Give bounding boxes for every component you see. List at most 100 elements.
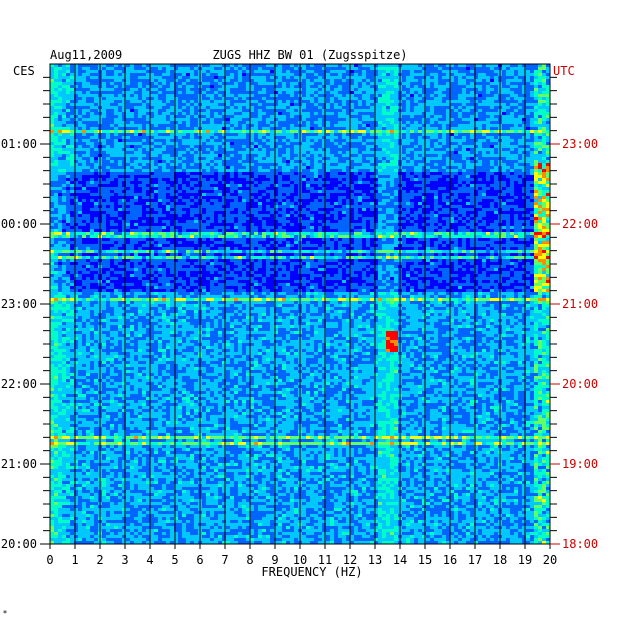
spectrogram-cell <box>510 70 515 74</box>
spectrogram-cell <box>250 157 255 161</box>
spectrogram-cell <box>334 115 339 119</box>
spectrogram-cell <box>410 181 415 185</box>
spectrogram-cell <box>430 70 435 74</box>
spectrogram-cell <box>310 160 315 164</box>
spectrogram-cell <box>254 166 259 170</box>
spectrogram-cell <box>58 100 63 104</box>
spectrogram-cell <box>170 163 175 167</box>
spectrogram-cell <box>382 178 387 182</box>
spectrogram-cell <box>122 130 127 134</box>
spectrogram-cell <box>178 64 183 68</box>
spectrogram-cell <box>134 124 139 128</box>
spectrogram-cell <box>502 181 507 185</box>
spectrogram-cell <box>122 88 127 92</box>
spectrogram-cell <box>190 103 195 107</box>
spectrogram-cell <box>378 139 383 143</box>
spectrogram-cell <box>506 172 511 176</box>
spectrogram-cell <box>394 94 399 98</box>
spectrogram-cell <box>130 145 135 149</box>
spectrogram-cell <box>242 76 247 80</box>
spectrogram-cell <box>406 94 411 98</box>
spectrogram-cell <box>262 175 267 179</box>
spectrogram-cell <box>290 166 295 170</box>
spectrogram-cell <box>58 106 63 110</box>
spectrogram-cell <box>282 127 287 131</box>
spectrogram-cell <box>350 100 355 104</box>
spectrogram-cell <box>366 88 371 92</box>
spectrogram-cell <box>362 76 367 80</box>
spectrogram-cell <box>402 64 407 68</box>
spectrogram-cell <box>494 100 499 104</box>
spectrogram-cell <box>154 82 159 86</box>
spectrogram-cell <box>282 148 287 152</box>
spectrogram-cell <box>118 136 123 140</box>
spectrogram-cell <box>426 79 431 83</box>
spectrogram-cell <box>94 154 99 158</box>
spectrogram-cell <box>206 160 211 164</box>
spectrogram-cell <box>238 97 243 101</box>
spectrogram-cell <box>458 64 463 68</box>
spectrogram-cell <box>142 88 147 92</box>
spectrogram-cell <box>474 100 479 104</box>
spectrogram-cell <box>306 94 311 98</box>
spectrogram-cell <box>182 97 187 101</box>
spectrogram-cell <box>522 100 527 104</box>
spectrogram-cell <box>94 127 99 131</box>
spectrogram-cell <box>222 121 227 125</box>
spectrogram-cell <box>342 82 347 86</box>
spectrogram-cell <box>522 106 527 110</box>
spectrogram-cell <box>266 85 271 89</box>
spectrogram-cell <box>374 112 379 116</box>
spectrogram-cell <box>370 118 375 122</box>
spectrogram-cell <box>274 91 279 95</box>
spectrogram-cell <box>306 64 311 68</box>
spectrogram-cell <box>182 127 187 131</box>
spectrogram-cell <box>190 136 195 140</box>
spectrogram-cell <box>306 175 311 179</box>
spectrogram-cell <box>226 106 231 110</box>
spectrogram-cell <box>50 112 55 116</box>
spectrogram-cell <box>90 169 95 173</box>
spectrogram-cell <box>210 115 215 119</box>
spectrogram-cell <box>430 127 435 131</box>
spectrogram-cell <box>318 142 323 146</box>
spectrogram-cell <box>162 70 167 74</box>
spectrogram-cell <box>126 151 131 155</box>
spectrogram-cell <box>386 172 391 176</box>
spectrogram-cell <box>358 169 363 173</box>
spectrogram-cell <box>430 172 435 176</box>
spectrogram-cell <box>538 127 543 131</box>
spectrogram-cell <box>318 154 323 158</box>
spectrogram-cell <box>470 181 475 185</box>
spectrogram-cell <box>214 112 219 116</box>
spectrogram-cell <box>278 175 283 179</box>
spectrogram-cell <box>330 88 335 92</box>
spectrogram-cell <box>146 106 151 110</box>
spectrogram-cell <box>246 88 251 92</box>
spectrogram-cell <box>70 79 75 83</box>
spectrogram-cell <box>414 148 419 152</box>
spectrogram-cell <box>394 67 399 71</box>
spectrogram-cell <box>426 130 431 134</box>
spectrogram-cell <box>110 154 115 158</box>
spectrogram-cell <box>238 151 243 155</box>
spectrogram-cell <box>522 91 527 95</box>
spectrogram-cell <box>126 163 131 167</box>
spectrogram-cell <box>290 79 295 83</box>
spectrogram-cell <box>82 70 87 74</box>
spectrogram-cell <box>74 163 79 167</box>
spectrogram-cell <box>410 145 415 149</box>
spectrogram-cell <box>330 148 335 152</box>
spectrogram-cell <box>386 163 391 167</box>
spectrogram-cell <box>374 163 379 167</box>
spectrogram-cell <box>266 175 271 179</box>
spectrogram-cell <box>62 154 67 158</box>
spectrogram-cell <box>290 82 295 86</box>
spectrogram-cell <box>470 130 475 134</box>
spectrogram-cell <box>346 136 351 140</box>
spectrogram-cell <box>338 166 343 170</box>
spectrogram-cell <box>522 160 527 164</box>
spectrogram-cell <box>182 91 187 95</box>
spectrogram-cell <box>150 136 155 140</box>
spectrogram-cell <box>330 166 335 170</box>
